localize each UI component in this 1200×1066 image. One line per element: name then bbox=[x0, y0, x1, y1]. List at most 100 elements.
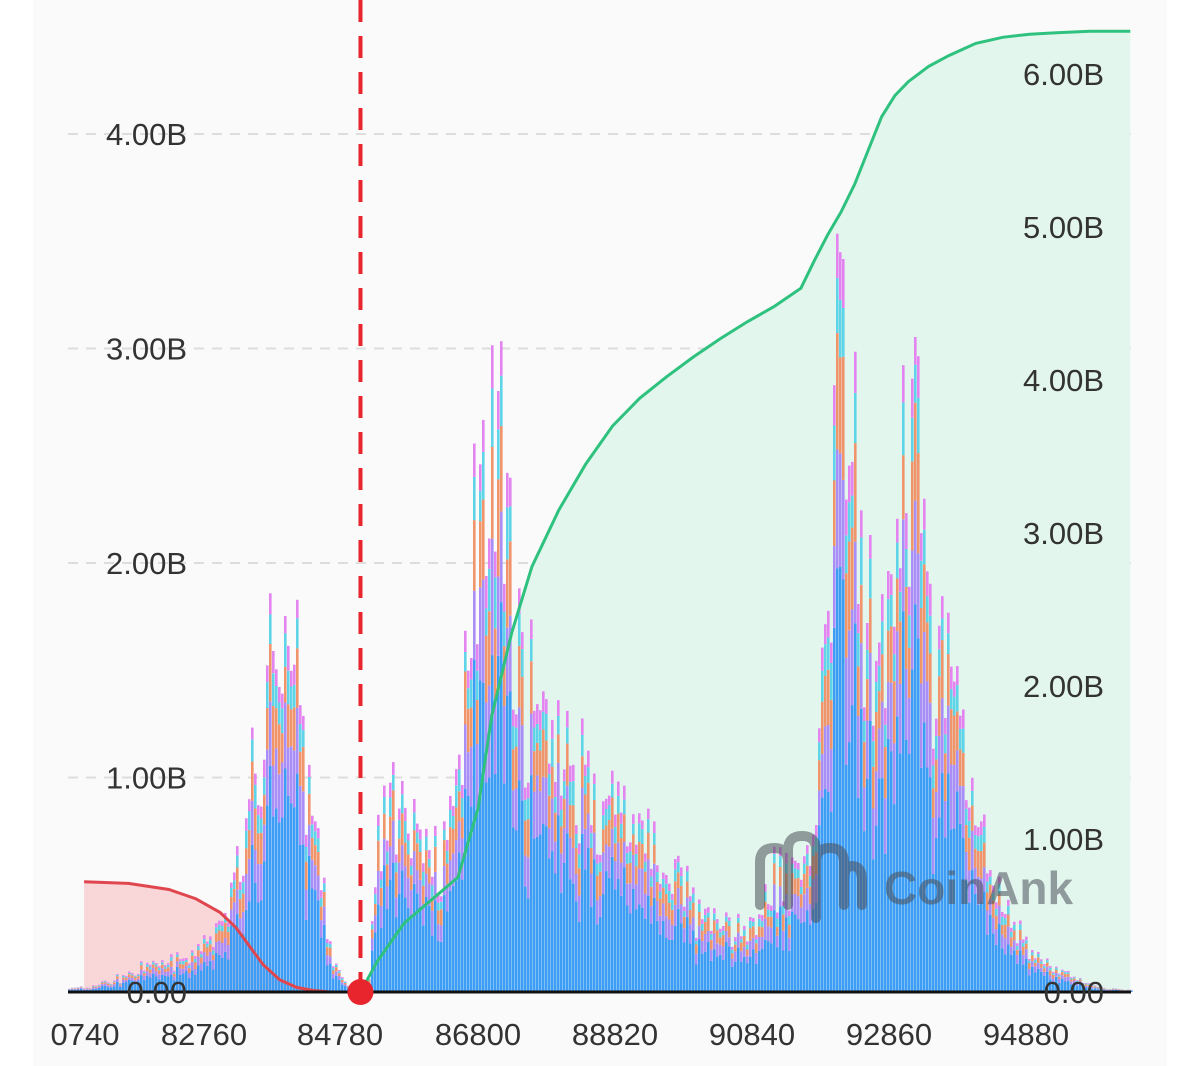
bar-segment bbox=[176, 957, 179, 962]
bar-segment bbox=[734, 961, 737, 992]
bar-segment bbox=[590, 825, 593, 834]
liquidation-bar bbox=[296, 599, 299, 992]
bar-segment bbox=[755, 943, 758, 953]
bar-segment bbox=[578, 843, 581, 855]
bar-segment bbox=[410, 915, 413, 992]
bar-segment bbox=[1028, 959, 1031, 961]
bar-segment bbox=[197, 943, 200, 947]
bar-segment bbox=[1094, 988, 1097, 992]
bar-segment bbox=[839, 357, 842, 454]
bar-segment bbox=[1007, 926, 1010, 945]
bar-segment bbox=[152, 962, 155, 965]
bar-segment bbox=[815, 902, 818, 992]
bar-segment bbox=[386, 909, 389, 992]
bar-segment bbox=[1046, 962, 1049, 967]
bar-segment bbox=[971, 790, 974, 806]
bar-segment bbox=[854, 351, 857, 393]
bar-segment bbox=[707, 912, 710, 918]
liquidation-bar bbox=[146, 962, 149, 992]
bar-segment bbox=[665, 883, 668, 895]
bar-segment bbox=[326, 965, 329, 992]
liquidation-bar bbox=[236, 846, 239, 992]
liquidation-bar bbox=[446, 839, 449, 992]
bar-segment bbox=[428, 858, 431, 868]
bar-segment bbox=[278, 724, 281, 775]
bar-segment bbox=[422, 925, 425, 992]
liquidation-bar bbox=[740, 936, 743, 992]
bar-segment bbox=[167, 963, 170, 965]
bar-segment bbox=[710, 961, 713, 992]
bar-segment bbox=[1118, 989, 1121, 991]
bar-segment bbox=[563, 798, 566, 829]
bar-segment bbox=[236, 889, 239, 915]
liquidation-bar bbox=[329, 941, 332, 992]
bar-segment bbox=[251, 727, 254, 740]
bar-segment bbox=[569, 782, 572, 805]
bar-segment bbox=[1085, 983, 1088, 985]
bar-segment bbox=[296, 773, 299, 992]
liquidation-bar bbox=[143, 970, 146, 992]
bar-segment bbox=[767, 926, 770, 942]
bar-segment bbox=[986, 892, 989, 911]
bar-segment bbox=[590, 907, 593, 992]
bar-segment bbox=[851, 527, 854, 610]
liquidation-bar bbox=[158, 966, 161, 992]
bar-segment bbox=[185, 958, 188, 960]
liquidation-bar bbox=[140, 961, 143, 992]
x-axis-tick-label: 88820 bbox=[572, 1017, 658, 1052]
bar-segment bbox=[383, 865, 386, 992]
bar-segment bbox=[86, 988, 89, 989]
bar-segment bbox=[1016, 963, 1019, 992]
bar-segment bbox=[692, 930, 695, 992]
liquidation-bar bbox=[911, 378, 914, 992]
bar-segment bbox=[179, 975, 182, 992]
bar-segment bbox=[788, 937, 791, 951]
bar-segment bbox=[935, 735, 938, 760]
liquidation-bar bbox=[1025, 936, 1028, 992]
bar-segment bbox=[863, 707, 866, 721]
bar-segment bbox=[74, 988, 77, 990]
bar-segment bbox=[494, 577, 497, 629]
liquidation-bar bbox=[761, 915, 764, 992]
liquidation-bar bbox=[233, 872, 236, 992]
bar-segment bbox=[917, 638, 920, 992]
bar-segment bbox=[698, 899, 701, 904]
liquidation-bar bbox=[749, 917, 752, 992]
bar-segment bbox=[794, 914, 797, 992]
bar-segment bbox=[482, 579, 485, 683]
bar-segment bbox=[899, 753, 902, 992]
bar-segment bbox=[626, 863, 629, 884]
bar-segment bbox=[623, 799, 626, 815]
bar-segment bbox=[713, 913, 716, 921]
bar-segment bbox=[455, 807, 458, 840]
bar-segment bbox=[1040, 961, 1043, 964]
liquidation-bar bbox=[251, 727, 254, 992]
liquidation-bar bbox=[1046, 958, 1049, 992]
bar-segment bbox=[671, 893, 674, 900]
bar-segment bbox=[515, 727, 518, 747]
bar-segment bbox=[578, 854, 581, 869]
bar-segment bbox=[413, 799, 416, 813]
bar-segment bbox=[506, 695, 509, 992]
bar-segment bbox=[1013, 924, 1016, 931]
bar-segment bbox=[1037, 951, 1040, 954]
liquidation-bar bbox=[1055, 966, 1058, 992]
bar-segment bbox=[1004, 918, 1007, 925]
liquidation-bar bbox=[326, 939, 329, 992]
bar-segment bbox=[431, 935, 434, 992]
bar-segment bbox=[308, 824, 311, 856]
bar-segment bbox=[872, 725, 875, 742]
bar-segment bbox=[980, 878, 983, 903]
liquidation-bar bbox=[950, 666, 953, 992]
bar-segment bbox=[470, 806, 473, 992]
bar-segment bbox=[308, 764, 311, 777]
bar-segment bbox=[398, 819, 401, 839]
liquidation-bar bbox=[500, 341, 503, 992]
bar-segment bbox=[830, 812, 833, 992]
bar-segment bbox=[425, 828, 428, 837]
liquidation-bar bbox=[560, 795, 563, 992]
bar-segment bbox=[608, 846, 611, 878]
liquidation-bar bbox=[575, 825, 578, 992]
bar-segment bbox=[323, 924, 326, 992]
bar-segment bbox=[377, 826, 380, 841]
